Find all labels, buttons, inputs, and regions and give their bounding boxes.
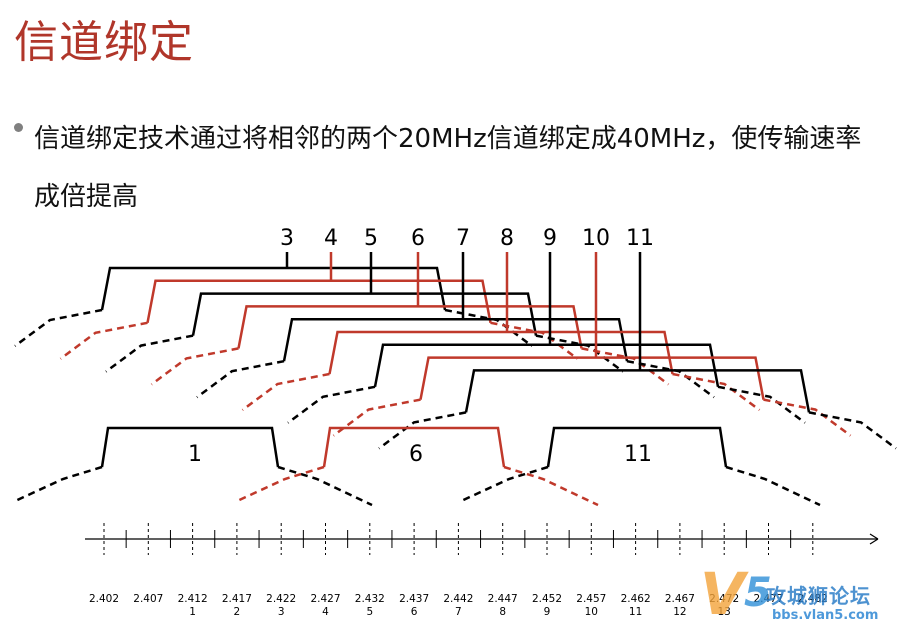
channel-sideband	[277, 465, 373, 507]
frequency-label: 2.477	[753, 593, 783, 605]
channel-sideband	[12, 465, 103, 504]
frequency-label: 2.437	[399, 593, 429, 605]
channel-mask	[546, 426, 728, 468]
axis-channel-number: 1	[189, 606, 196, 618]
axis-channel-number: 6	[411, 606, 418, 618]
axis-channel-number: 5	[366, 606, 373, 618]
bonded-channel-mask	[373, 343, 720, 388]
bonded-channel-label: 11	[626, 226, 654, 251]
watermark-url: bbs.vlan5.com	[772, 608, 879, 623]
bonded-channel-sideband	[808, 411, 897, 450]
axis-channel-number: 10	[585, 606, 598, 618]
bonded-channel-labels: 3 4 5 6 7 8 9 10 11	[280, 226, 654, 251]
bonded-channel-sideband	[105, 334, 194, 373]
bullet-text: 信道绑定技术通过将相邻的两个20MHz信道绑定成40MHz，使传输速率成倍提高	[34, 124, 862, 212]
bonded-channel-mask	[237, 305, 583, 349]
bonded-channel-label: 3	[280, 226, 294, 251]
frequency-label: 2.402	[89, 593, 119, 605]
frequency-label: 2.482	[798, 593, 828, 605]
bonded-channel-sideband	[59, 321, 148, 360]
bonded-channel-mask	[100, 266, 447, 311]
watermark-logo: V 5 攻城狮论坛 bbs.vlan5.com	[700, 564, 899, 629]
bonded-channel-sideband	[14, 308, 103, 348]
axis-arrow-icon	[869, 533, 879, 545]
frequency-label: 2.407	[133, 593, 163, 605]
bonded-channel-sideband	[378, 411, 467, 450]
frequency-label: 2.467	[665, 593, 695, 605]
bonded-channel-sideband	[332, 398, 421, 437]
channel-sideband	[503, 465, 599, 507]
bonded-channel-mask	[282, 317, 629, 362]
bonded-channel-sideband	[241, 372, 330, 412]
bonded-channel-mask	[191, 292, 538, 336]
channel-label: 11	[624, 442, 652, 467]
bonded-channel-label: 9	[543, 226, 557, 251]
bonded-channel-label: 8	[500, 226, 514, 251]
channel-label: 1	[188, 442, 202, 467]
non-overlapping-channel-masks	[12, 426, 821, 507]
frequency-axis: 2.402 2.407 2.41212.41722.42232.42742.4325…	[85, 523, 879, 618]
axis-channel-number: 13	[718, 606, 731, 618]
axis-channel-number: 11	[629, 606, 642, 618]
channel-label: 6	[409, 442, 423, 467]
frequency-label: 2.427	[310, 593, 340, 605]
channel-sideband	[234, 465, 325, 504]
channel-mask	[322, 426, 506, 468]
axis-channel-number: 3	[278, 606, 285, 618]
bonded-channel-sideband	[672, 372, 761, 412]
bonded-channel-label: 6	[411, 226, 425, 251]
bonded-channel-masks	[14, 252, 897, 450]
channel-sideband	[725, 465, 821, 507]
bonded-channel-label: 10	[582, 226, 610, 251]
bonded-channel-sideband	[196, 359, 285, 399]
bonded-channel-sideband	[150, 347, 239, 386]
bonded-channel-sideband	[763, 398, 852, 437]
frequency-label: 2.457	[576, 593, 606, 605]
bonded-channel-mask	[328, 330, 674, 375]
watermark-v-mark: V	[700, 560, 745, 628]
frequency-label: 2.447	[488, 593, 518, 605]
channel-mask	[100, 426, 280, 468]
axis-channel-number: 9	[544, 606, 551, 618]
bullet-dot-icon	[14, 123, 23, 132]
axis-channel-number: 2	[234, 606, 241, 618]
frequency-label: 2.452	[532, 593, 562, 605]
watermark-site-name: 攻城狮论坛	[766, 584, 871, 608]
frequency-label: 2.417	[222, 593, 252, 605]
frequency-label: 2.462	[621, 593, 651, 605]
bonded-channel-mask	[419, 356, 765, 400]
axis-channel-number: 8	[499, 606, 506, 618]
frequency-label: 2.442	[443, 593, 473, 605]
frequency-label: 2.422	[266, 593, 296, 605]
frequency-label: 2.472	[709, 593, 739, 605]
frequency-label: 2.432	[355, 593, 385, 605]
bonded-channel-sideband	[717, 385, 806, 424]
bonded-channel-label: 4	[324, 226, 338, 251]
axis-channel-number: 7	[455, 606, 462, 618]
non-overlapping-channel-labels: 1 6 11	[188, 442, 652, 467]
bonded-channel-mask	[464, 369, 811, 413]
axis-channel-number: 12	[673, 606, 686, 618]
bonded-channel-sideband	[287, 385, 376, 424]
channel-sideband	[458, 465, 549, 504]
watermark-digit: 5	[744, 570, 772, 616]
bonded-channel-label: 7	[456, 226, 470, 251]
frequency-label: 2.412	[178, 593, 208, 605]
bonded-channel-mask	[146, 279, 492, 324]
bonded-channel-label: 5	[364, 226, 378, 251]
page-title: 信道绑定	[14, 17, 194, 68]
axis-channel-number: 4	[322, 606, 329, 618]
